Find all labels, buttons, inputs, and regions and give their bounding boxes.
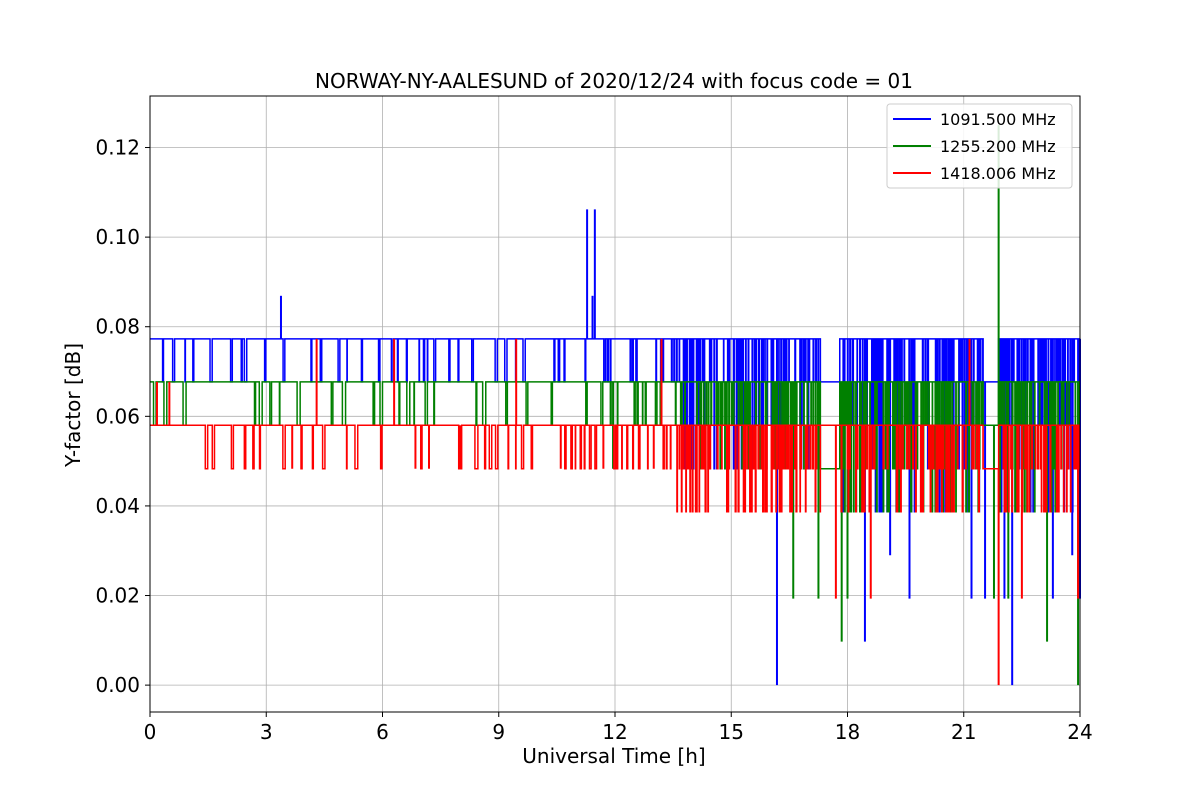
y-tick-label: 0.04: [95, 494, 140, 518]
legend: 1091.500 MHz 1255.200 MHz 1418.006 MHz: [886, 103, 1073, 189]
x-tick-label: 9: [492, 720, 505, 744]
y-tick-label: 0.06: [95, 404, 140, 428]
series-lines: [150, 125, 1081, 686]
y-tick-label: 0.08: [95, 315, 140, 339]
x-axis-label: Universal Time [h]: [522, 744, 705, 768]
x-tick-label: 24: [1067, 720, 1092, 744]
x-tick-label: 12: [602, 720, 627, 744]
y-tick-label: 0.10: [95, 225, 140, 249]
x-tick-label: 3: [260, 720, 273, 744]
y-tick-label: 0.00: [95, 673, 140, 697]
x-tick-label: 18: [835, 720, 860, 744]
axis-ticks: 0 3 6 9 12 15 18 21 24 0.00 0.02 0.04 0.06 0.08 0.10 0.…: [95, 136, 1092, 744]
series-line-2: [150, 424, 1081, 513]
legend-box: [886, 103, 1073, 189]
x-tick-label: 15: [719, 720, 744, 744]
y-tick-label: 0.02: [95, 584, 140, 608]
chart-title: NORWAY-NY-AALESUND of 2020/12/24 with fo…: [315, 69, 913, 93]
series-line-1: [150, 381, 1080, 513]
y-tick-label: 0.12: [95, 136, 140, 160]
legend-label: 1255.200 MHz: [940, 137, 1056, 156]
x-tick-label: 0: [144, 720, 157, 744]
legend-label: 1418.006 MHz: [940, 164, 1056, 183]
x-tick-label: 6: [376, 720, 389, 744]
y-axis-label: Y-factor [dB]: [61, 343, 85, 468]
legend-label: 1091.500 MHz: [940, 110, 1056, 129]
x-tick-label: 21: [951, 720, 976, 744]
